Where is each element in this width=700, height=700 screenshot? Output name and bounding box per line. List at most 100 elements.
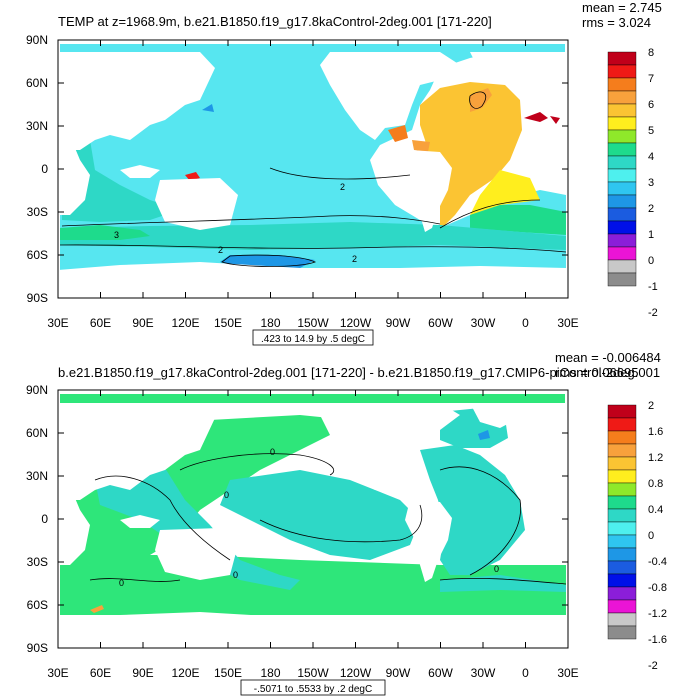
panel-2-contour-label: 0 xyxy=(233,570,238,580)
panel-1-colorbar-swatch xyxy=(607,116,637,131)
panel-2-map: 0 0 0 0 0 xyxy=(57,389,569,649)
panel-1-colorbar: 8 7 6 5 4 3 2 1 0 -1 -2 xyxy=(607,47,658,319)
panel-1-x-tick-label: 90W xyxy=(386,316,411,330)
panel-1-colorbar-label: 0 xyxy=(648,255,654,267)
panel-2-x-tick-label: 0 xyxy=(522,666,529,680)
panel-2-land-eurasia xyxy=(58,403,215,500)
panel-1-colorbar-swatch xyxy=(607,168,637,183)
panel-1-land-africa xyxy=(58,148,90,215)
panel-1-contour-line xyxy=(61,215,441,227)
panel-1-x-tick-label: 60E xyxy=(90,316,111,330)
panel-2-colorbar-swatch xyxy=(607,547,637,562)
panel-2-colorbar-label: 2 xyxy=(648,400,654,412)
panel-1-x-tick-label: 180 xyxy=(260,316,280,330)
panel-1-colorbar-label: 1 xyxy=(648,229,654,241)
panel-2-x-tick-label: 90W xyxy=(386,666,411,680)
panel-2: b.e21.B1850.f19_g17.8kaControl-2deg.001 … xyxy=(26,350,667,696)
panel-2-x-tick-label: 60W xyxy=(428,666,453,680)
panel-1-colorbar-swatch xyxy=(607,51,637,66)
panel-2-colorbar-label: -1.6 xyxy=(648,634,667,646)
panel-1-rms: rms = 3.024 xyxy=(582,15,651,30)
panel-2-contours xyxy=(89,453,567,585)
panel-1-southern-green xyxy=(470,205,566,235)
panel-1-y-tick-label: 90S xyxy=(27,291,48,305)
panel-2-x-tick-label: 60E xyxy=(90,666,111,680)
panel-1-land-indonesia xyxy=(120,165,160,178)
panel-1-y-tick-label: 0 xyxy=(41,162,48,176)
panel-2-y-tick-label: 60N xyxy=(26,426,48,440)
panel-2-labrador-blue xyxy=(478,430,490,440)
panel-1-y-tick-label: 30N xyxy=(26,119,48,133)
panel-1-colorbar-label: 7 xyxy=(648,73,654,85)
panel-1-redsea xyxy=(185,172,200,181)
panel-1-land-antarctica xyxy=(58,262,566,298)
panel-2-colorbar-swatch xyxy=(607,443,637,458)
panel-1-colorbar-swatch xyxy=(607,155,637,170)
panel-1-contour-line xyxy=(269,167,411,180)
panel-2-contour-line xyxy=(439,466,522,576)
panel-2-x-tick-label: 120E xyxy=(171,666,199,680)
panel-2-colorbar-label: -0.8 xyxy=(648,582,667,594)
panel-1-colorbar-label: 3 xyxy=(648,177,654,189)
panel-2-x-tick-label: 30W xyxy=(471,666,496,680)
panel-2-colorbar-swatch xyxy=(607,534,637,549)
panel-1-x-tick-label: 30E xyxy=(47,316,68,330)
panel-1-colorbar-swatch xyxy=(607,103,637,118)
panel-2-colorbar-label: -2 xyxy=(648,660,658,672)
panel-1-contours xyxy=(59,91,567,267)
panel-2-land-north-america xyxy=(320,403,460,490)
panel-1-colorbar-label: 6 xyxy=(648,99,654,111)
panel-1-contour-label: 3 xyxy=(114,230,119,240)
panel-2-x-tick-label: 30E xyxy=(47,666,68,680)
panel-1-range-label: .423 to 14.9 by .5 degC xyxy=(261,334,365,345)
panel-1-land-greenland xyxy=(470,52,520,78)
panel-1-atlantic-orange xyxy=(470,88,492,112)
panel-2-y-tick-label: 0 xyxy=(41,512,48,526)
panel-2-colorbar-swatch xyxy=(607,456,637,471)
panel-2-y-tick-label: 30N xyxy=(26,469,48,483)
panel-2-colorbar-label: -1.2 xyxy=(648,608,667,620)
panel-2-y-axis: 90N 60N 30N 0 30S 60S 90S xyxy=(26,383,568,655)
panel-2-land-africa xyxy=(58,498,90,565)
panel-2-y-tick-label: 90N xyxy=(26,383,48,397)
panel-2-colorbar-label: 0.4 xyxy=(648,504,663,516)
panel-2-x-tick-label: 150E xyxy=(214,666,242,680)
panel-1-land-north-america xyxy=(320,52,460,140)
panel-1-contour-line xyxy=(469,91,487,109)
panel-2-colorbar-swatch xyxy=(607,495,637,510)
panel-1-y-tick-label: 60N xyxy=(26,76,48,90)
panel-2-x-tick-label: 90E xyxy=(132,666,153,680)
panel-2-colorbar-swatch xyxy=(607,469,637,484)
panel-1-colorbar-swatch xyxy=(607,64,637,79)
panel-2-colorbar-swatch xyxy=(607,586,637,601)
panel-2-contour-label: 0 xyxy=(494,564,499,574)
panel-1-range-box xyxy=(252,329,374,346)
panel-1-colorbar-label: 2 xyxy=(648,203,654,215)
panel-1-map: 3 2 2 2 xyxy=(57,39,569,299)
panel-1-indian-green xyxy=(60,225,150,240)
panel-2-rms: rms = 0.06695 xyxy=(555,365,638,380)
panel-1-x-tick-label: 120E xyxy=(171,316,199,330)
panel-2-y-tick-label: 90S xyxy=(27,641,48,655)
panel-1-colorbar-label: 8 xyxy=(648,47,654,59)
panel-2-y-tick-label: 30S xyxy=(27,555,48,569)
panel-1-x-tick-label: 150E xyxy=(214,316,242,330)
panel-2-pacific-teal xyxy=(95,460,300,590)
panel-1-colorbar-swatch xyxy=(607,90,637,105)
panel-1-y-tick-label: 30S xyxy=(27,205,48,219)
panel-2-land-greenland xyxy=(470,403,520,428)
panel-2-eastpacific-teal xyxy=(220,470,420,560)
panel-2-mean: mean = -0.006484 xyxy=(555,350,661,365)
panel-1-colorbar-label: -2 xyxy=(648,307,658,319)
panel-2-colorbar-swatch xyxy=(607,625,637,640)
panel-2-contour-label: 0 xyxy=(224,490,229,500)
panel-2-colorbar-label: 0.8 xyxy=(648,478,663,490)
panel-1-atlantic-yellow xyxy=(470,170,540,215)
panel-1-colorbar-swatch xyxy=(607,142,637,157)
panel-2-x-tick-label: 150W xyxy=(297,666,329,680)
panel-1-colorbar-swatch xyxy=(607,246,637,261)
panel-1-contour-line xyxy=(59,244,567,253)
panel-2-land xyxy=(58,403,566,648)
panel-1-land-south-america xyxy=(405,150,452,232)
panel-1-x-tick-label: 30W xyxy=(471,316,496,330)
